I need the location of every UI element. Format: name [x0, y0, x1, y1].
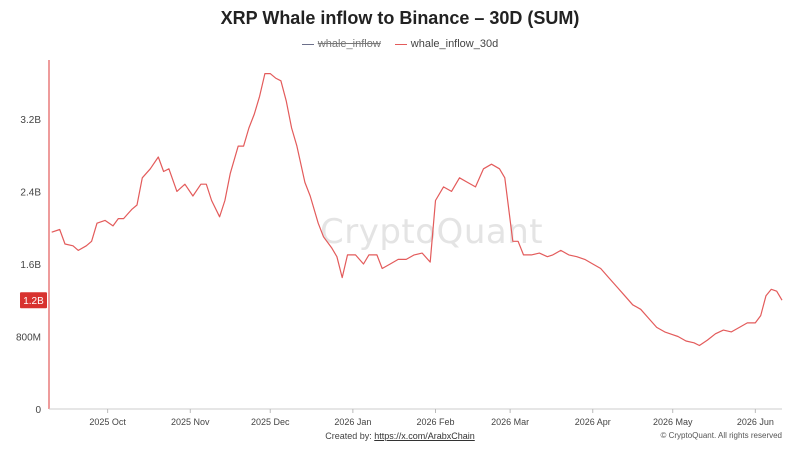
- legend-label-whale-inflow: whale_inflow: [317, 38, 381, 50]
- legend-label-whale-inflow-30d: whale_inflow_30d: [410, 38, 499, 50]
- x-tick-label: 2026 Jan: [334, 417, 371, 427]
- x-tick-label: 2026 Jun: [737, 417, 774, 427]
- y-tick-label: 1.6B: [20, 260, 41, 271]
- current-value-badge: [20, 292, 47, 309]
- legend-swatch-whale-inflow-30d: [394, 43, 407, 45]
- copyright: © CryptoQuant. All rights reserved: [660, 431, 783, 440]
- y-tick-label: 0: [35, 405, 41, 416]
- x-tick-label: 2026 Feb: [416, 417, 454, 427]
- footer-credit: Created by: https://x.com/ArabxChain: [0, 431, 800, 441]
- legend-swatch-whale-inflow: [301, 43, 314, 45]
- y-tick-label: 3.2B: [20, 115, 41, 126]
- x-tick-label: 2026 May: [653, 417, 693, 427]
- x-tick-label: 2025 Nov: [171, 417, 210, 427]
- created-by-label: Created by:: [325, 431, 375, 441]
- created-by-link[interactable]: https://x.com/ArabxChain: [374, 431, 475, 441]
- x-tick-label: 2026 Mar: [491, 417, 529, 427]
- series-line-whale-inflow-30d: [51, 72, 783, 347]
- legend-item-whale-inflow[interactable]: whale_inflow: [301, 38, 381, 50]
- x-tick-label: 2025 Dec: [251, 417, 290, 427]
- y-tick-label: 800M: [16, 332, 41, 343]
- x-tick-label: 2026 Apr: [575, 417, 611, 427]
- x-tick-label: 2025 Oct: [89, 417, 126, 427]
- y-tick-label: 2.4B: [20, 187, 41, 198]
- legend: whale_inflow whale_inflow_30d: [0, 38, 800, 50]
- current-value-label: 1.2B: [23, 296, 44, 307]
- legend-item-whale-inflow-30d[interactable]: whale_inflow_30d: [394, 38, 499, 50]
- chart-title: XRP Whale inflow to Binance – 30D (SUM): [220, 8, 580, 28]
